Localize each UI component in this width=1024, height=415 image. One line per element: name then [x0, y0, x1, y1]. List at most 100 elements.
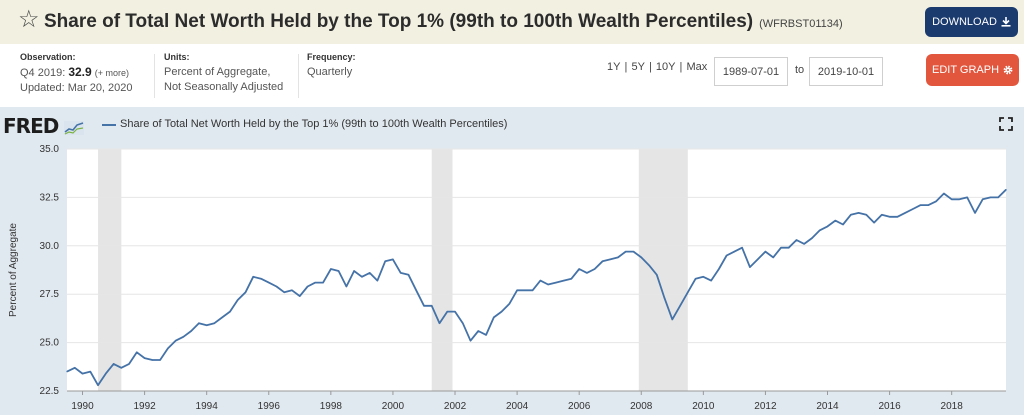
data-point [694, 278, 697, 280]
y-axis-label: Percent of Aggregate [8, 223, 19, 317]
range-buttons: 1Y | 5Y | 10Y | Max [607, 61, 708, 73]
data-point [648, 264, 650, 266]
range-5y[interactable]: 5Y [631, 61, 645, 73]
data-point [834, 220, 836, 222]
data-point [966, 196, 968, 198]
data-point [671, 318, 673, 320]
data-point [260, 278, 262, 280]
fullscreen-icon[interactable] [999, 117, 1013, 131]
data-point [508, 303, 510, 305]
divider [298, 54, 299, 98]
observation-period: Q4 2019: [20, 67, 66, 79]
data-point [663, 297, 666, 299]
legend-swatch [102, 124, 116, 126]
data-point [726, 254, 728, 257]
data-point [850, 214, 852, 216]
edit-graph-button[interactable]: EDIT GRAPH [926, 54, 1019, 86]
data-point [578, 268, 580, 270]
data-point [105, 372, 107, 375]
units-line1: Percent of Aggregate, [164, 66, 271, 78]
data-point [881, 214, 883, 216]
updated-date: Updated: Mar 20, 2020 [20, 82, 133, 94]
data-point [244, 291, 247, 293]
download-icon [1001, 17, 1011, 27]
data-point [283, 291, 285, 293]
data-point [857, 212, 860, 214]
data-point [237, 299, 239, 301]
data-point [338, 270, 340, 272]
data-point [120, 367, 122, 369]
data-point [291, 289, 293, 291]
data-point [431, 305, 433, 307]
x-tick-label: 2002 [444, 401, 467, 412]
data-point [74, 367, 76, 369]
data-point [586, 272, 588, 274]
data-point [935, 200, 937, 202]
data-point [547, 283, 549, 286]
data-point [974, 212, 976, 214]
data-point [314, 281, 316, 284]
data-point [757, 258, 759, 260]
recession-band [638, 149, 688, 391]
data-point [609, 258, 611, 260]
data-point [951, 198, 953, 200]
data-point [516, 289, 518, 291]
data-point [772, 256, 774, 259]
data-point [733, 251, 735, 253]
end-date-input[interactable] [809, 57, 883, 86]
data-point [361, 276, 363, 278]
data-point [275, 285, 278, 288]
series-line [66, 189, 1007, 387]
data-point [989, 196, 992, 198]
data-point [555, 281, 557, 284]
download-label: DOWNLOAD [932, 16, 997, 28]
range-1y[interactable]: 1Y [607, 61, 621, 73]
fred-logo-text: FRED [3, 114, 59, 138]
data-point [500, 311, 503, 313]
data-point [206, 324, 208, 326]
star-icon[interactable]: ☆ [18, 6, 40, 33]
data-point [873, 221, 875, 224]
series-points [66, 189, 1007, 386]
observation-label: Observation: [20, 52, 76, 62]
data-point [788, 247, 790, 249]
data-point [764, 251, 767, 253]
y-tick-label: 35.0 [40, 144, 60, 155]
data-point [128, 363, 130, 365]
y-tick-label: 25.0 [40, 338, 60, 349]
data-point [299, 295, 301, 297]
data-point [570, 278, 573, 280]
data-point [888, 216, 891, 218]
series-title: Share of Total Net Worth Held by the Top… [44, 11, 754, 32]
data-point [943, 192, 945, 195]
range-10y[interactable]: 10Y [655, 61, 676, 73]
data-point [322, 281, 324, 284]
data-point [997, 196, 999, 198]
data-point [66, 371, 68, 373]
data-point [563, 280, 565, 282]
data-point [1005, 189, 1007, 191]
data-point [710, 280, 712, 282]
y-tick-label: 22.5 [40, 386, 60, 397]
more-link[interactable]: (+ more) [94, 68, 130, 78]
data-point [640, 256, 642, 259]
data-point [896, 216, 898, 218]
data-point [601, 260, 604, 262]
data-point [469, 340, 472, 342]
data-point [400, 272, 402, 274]
x-tick-label: 2008 [630, 401, 653, 412]
data-point [462, 322, 464, 324]
start-date-input[interactable] [714, 57, 788, 86]
frequency-value: Quarterly [307, 66, 353, 78]
data-point [446, 311, 448, 313]
range-max[interactable]: Max [686, 61, 708, 73]
data-point [198, 322, 200, 324]
y-tick-label: 30.0 [40, 241, 60, 252]
data-point [826, 225, 829, 228]
data-point [958, 198, 961, 200]
units-block: Units: Percent of Aggregate, Not Seasona… [164, 50, 283, 95]
data-point [539, 280, 541, 282]
download-button[interactable]: DOWNLOAD [925, 7, 1018, 37]
frequency-label: Frequency: [307, 52, 356, 62]
x-tick-label: 2018 [941, 401, 964, 412]
